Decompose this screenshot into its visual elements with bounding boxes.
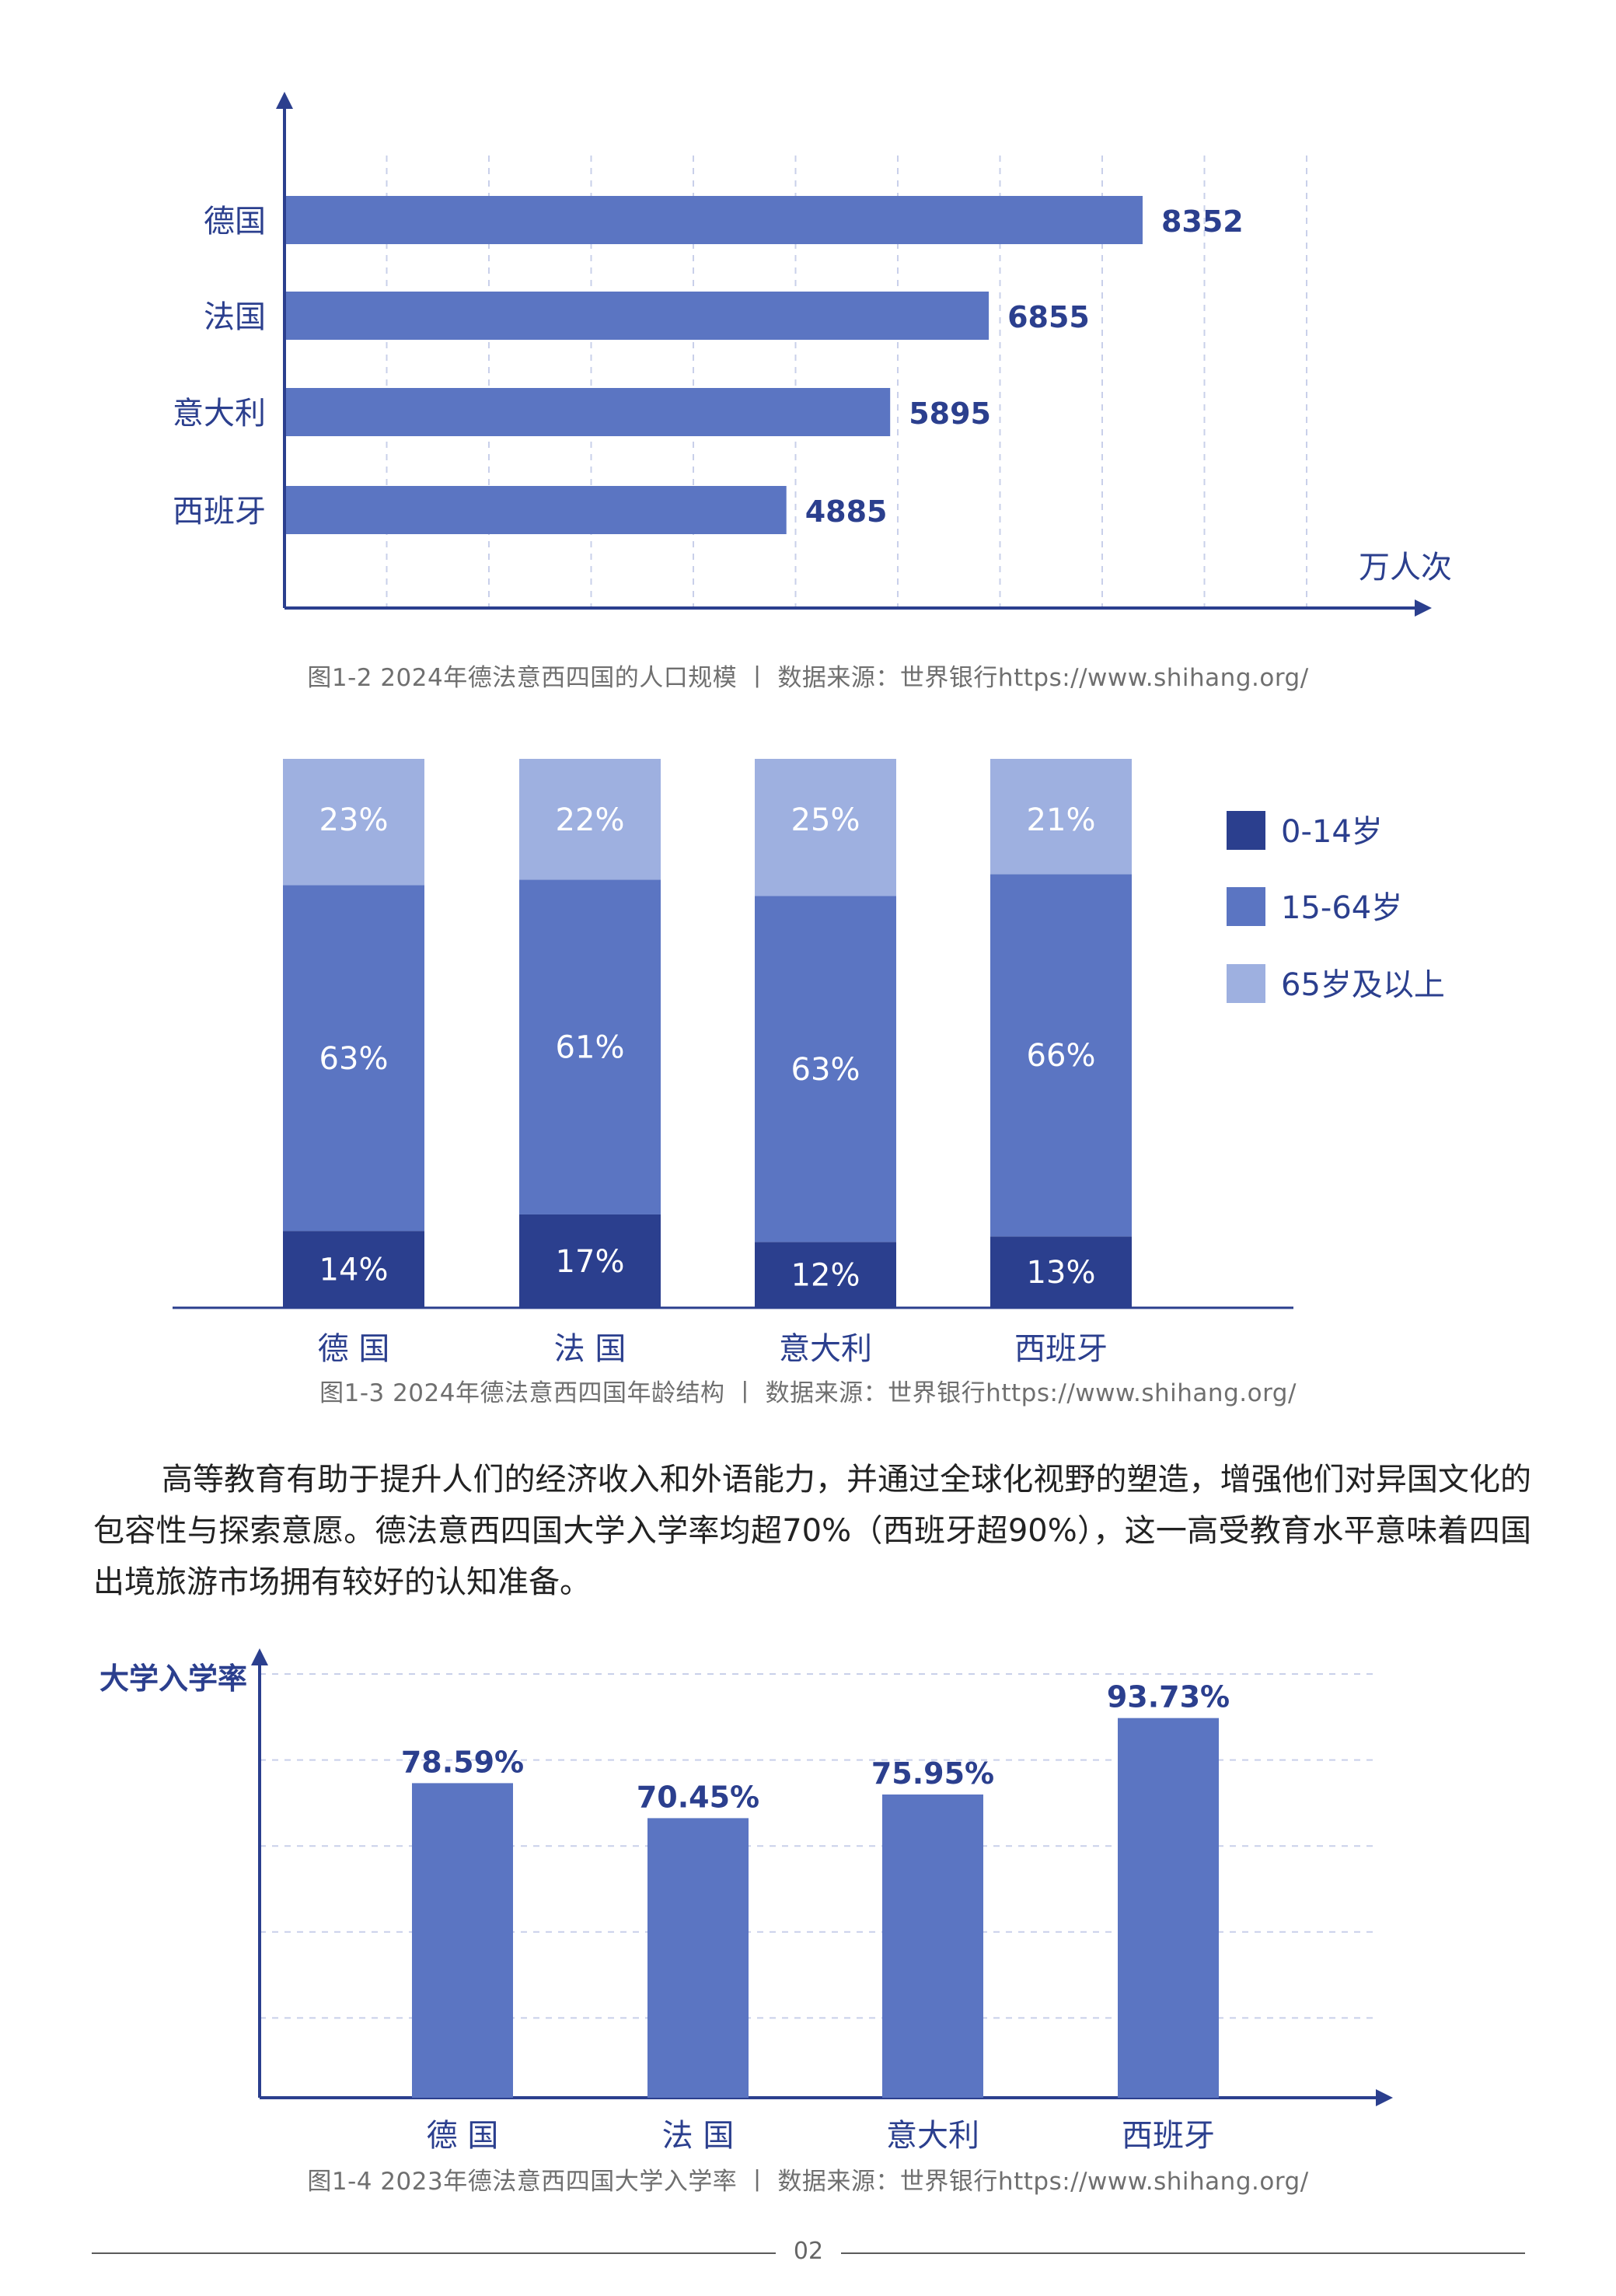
- segment-label: 12%: [791, 1258, 860, 1294]
- stack-segment: [990, 874, 1132, 1237]
- stack-segment: [519, 879, 661, 1214]
- bar-value-label: 75.95%: [871, 1756, 994, 1791]
- bar: [286, 486, 787, 534]
- page-number: 02: [793, 2238, 824, 2265]
- stack-segment: [755, 896, 896, 1242]
- x-axis-arrow: [1415, 599, 1432, 617]
- enrollment-bar-chart: 大学入学率 78.59% 德 国 70.45% 法 国 75.95% 意大利 93.73% 西班…: [99, 1648, 1393, 2154]
- legend-swatch: [1227, 964, 1265, 1003]
- stack-segment: [283, 1231, 424, 1308]
- x-axis-arrow: [1376, 2089, 1393, 2106]
- legend-label: 65岁及以上: [1281, 967, 1445, 1003]
- stack-segment: [990, 759, 1132, 875]
- stack-segment: [519, 1214, 661, 1308]
- segment-label: 61%: [556, 1030, 625, 1066]
- bar: [412, 1783, 513, 2098]
- segment-label: 14%: [319, 1253, 389, 1288]
- unit-label: 万人次: [1359, 550, 1452, 585]
- stack-segment: [283, 885, 424, 1232]
- age-structure-stacked-chart: 14% 63% 23% 德 国 17% 61% 22% 法 国 12% 63% 25% 意大利 13% 6…: [173, 759, 1445, 1367]
- segment-label: 21%: [1027, 802, 1096, 838]
- bar-value-label: 5895: [909, 397, 991, 431]
- category-label: 西班牙: [173, 494, 266, 529]
- bar: [286, 292, 989, 340]
- body-paragraph: 高等教育有助于提升人们的经济收入和外语能力，并通过全球化视野的塑造，增强他们对异…: [93, 1462, 1531, 1600]
- stack-segment: [990, 1236, 1132, 1308]
- category-label: 法 国: [662, 2118, 735, 2154]
- bar-value-label: 6855: [1007, 300, 1090, 334]
- figure-caption-1-2: 图1-2 2024年德法意西四国的人口规模 丨 数据来源：世界银行https:/…: [307, 664, 1309, 692]
- segment-label: 66%: [1027, 1038, 1096, 1074]
- legend-swatch: [1227, 887, 1265, 926]
- footer-rule-left: [92, 2252, 776, 2254]
- bar: [286, 196, 1143, 244]
- stack-segment: [755, 1242, 896, 1308]
- footer-rule-right: [841, 2252, 1525, 2254]
- segment-label: 63%: [319, 1041, 389, 1077]
- category-label: 德 国: [318, 1331, 390, 1367]
- figure-caption-1-4: 图1-4 2023年德法意西四国大学入学率 丨 数据来源：世界银行https:/…: [307, 2168, 1309, 2196]
- stack-segment: [283, 759, 424, 886]
- bar-value-label: 78.59%: [401, 1745, 524, 1779]
- segment-label: 22%: [556, 802, 625, 838]
- population-bar-chart: 德国 8352 法国 6855 意大利 5895 西班牙 4885 万人次: [173, 92, 1452, 617]
- category-label: 意大利: [173, 396, 266, 432]
- bar-value-label: 8352: [1161, 204, 1244, 239]
- legend-label: 15-64岁: [1281, 890, 1402, 926]
- bar-value-label: 70.45%: [637, 1780, 759, 1814]
- category-label: 意大利: [779, 1331, 872, 1367]
- legend-swatch: [1227, 811, 1265, 850]
- figure-caption-1-3: 图1-3 2024年德法意西四国年龄结构 丨 数据来源：世界银行https://…: [319, 1379, 1297, 1407]
- stack-segment: [519, 759, 661, 880]
- segment-label: 17%: [556, 1244, 625, 1280]
- segment-label: 13%: [1027, 1255, 1096, 1291]
- y-axis-label: 大学入学率: [99, 1662, 247, 1696]
- bar-value-label: 93.73%: [1107, 1680, 1230, 1714]
- category-label: 德国: [204, 204, 266, 239]
- category-label: 西班牙: [1014, 1331, 1108, 1367]
- category-label: 意大利: [886, 2118, 979, 2154]
- y-axis-arrow: [276, 92, 293, 109]
- bar: [1118, 1718, 1219, 2098]
- segment-label: 63%: [791, 1052, 860, 1088]
- bar: [647, 1818, 749, 2098]
- stack-segment: [755, 759, 896, 896]
- legend-label: 0-14岁: [1281, 814, 1383, 850]
- bar: [882, 1794, 983, 2098]
- bar-value-label: 4885: [805, 494, 888, 529]
- category-label: 西班牙: [1122, 2118, 1215, 2154]
- bar: [286, 388, 891, 436]
- segment-label: 25%: [791, 802, 860, 838]
- category-label: 德 国: [427, 2118, 499, 2154]
- category-label: 法 国: [554, 1331, 627, 1367]
- category-label: 法国: [204, 299, 266, 335]
- y-axis-arrow: [251, 1648, 268, 1665]
- segment-label: 23%: [319, 802, 389, 838]
